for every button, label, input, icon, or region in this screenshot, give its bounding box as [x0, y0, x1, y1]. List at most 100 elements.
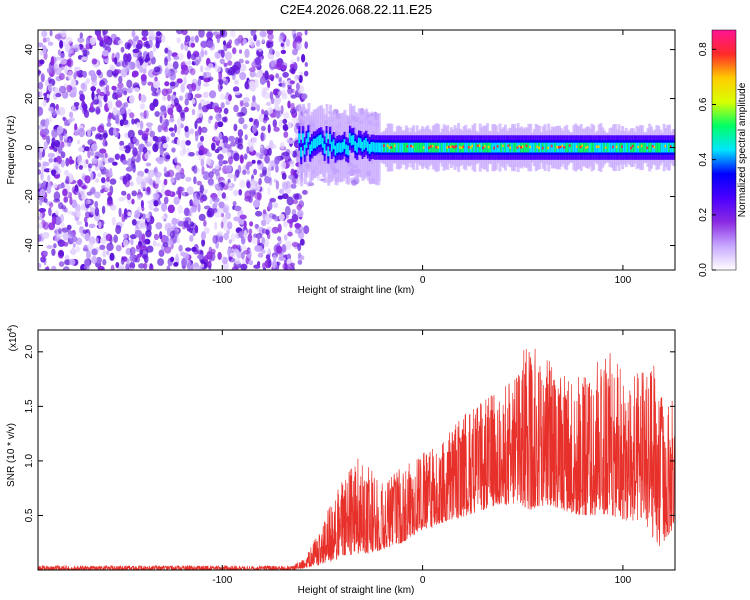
signal-cell	[485, 142, 489, 153]
noise-cell	[91, 58, 98, 65]
noise-cell	[218, 132, 223, 141]
signal-cell	[514, 142, 518, 153]
signal-cell	[503, 142, 507, 153]
signal-cell	[666, 142, 670, 153]
noise-cell	[38, 263, 42, 269]
signal-peak-cell	[529, 145, 532, 149]
noise-cell	[102, 129, 108, 140]
noise-cell	[255, 210, 263, 217]
noise-cell	[75, 210, 81, 218]
noise-cell	[242, 38, 247, 45]
signal-cell	[532, 142, 536, 153]
noise-cell	[263, 267, 266, 270]
noise-cell	[98, 221, 102, 229]
noise-cell	[71, 86, 78, 96]
signal-peak-cell	[493, 146, 496, 150]
noise-cell	[168, 127, 175, 132]
noise-cell	[287, 139, 295, 144]
noise-cell	[221, 160, 228, 165]
noise-cell	[51, 248, 56, 256]
noise-cell	[74, 184, 79, 193]
signal-peak-cell	[558, 146, 561, 149]
noise-cell	[86, 191, 93, 196]
noise-cell	[139, 249, 143, 256]
noise-cell	[176, 138, 180, 147]
signal-cell	[311, 141, 314, 151]
noise-cell	[156, 31, 162, 37]
noise-cell	[288, 174, 295, 180]
noise-cell	[227, 60, 233, 66]
signal-cell	[642, 142, 646, 153]
noise-cell	[142, 254, 147, 259]
noise-cell	[257, 252, 264, 258]
noise-cell	[219, 58, 225, 65]
noise-cell	[138, 263, 145, 269]
noise-cell	[141, 36, 148, 41]
noise-cell	[375, 181, 381, 186]
snr-scale-exp: 4	[7, 328, 14, 332]
noise-cell	[177, 220, 185, 227]
noise-cell	[103, 38, 110, 43]
noise-cell	[270, 76, 274, 82]
noise-cell	[279, 141, 285, 149]
noise-cell	[183, 76, 187, 86]
signal-cell	[489, 142, 493, 153]
noise-cell	[144, 152, 150, 160]
noise-cell	[169, 230, 175, 239]
noise-cell	[96, 173, 102, 177]
colorbar-tick-label: 0.0	[698, 263, 709, 277]
noise-cell	[162, 242, 169, 248]
signal-peak-cell	[412, 145, 415, 148]
noise-cell	[117, 82, 124, 89]
signal-peak-cell	[471, 144, 474, 148]
noise-cell	[186, 223, 191, 232]
noise-cell	[48, 115, 53, 123]
signal-peak-cell	[556, 146, 559, 149]
noise-cell	[239, 72, 247, 80]
noise-cell	[232, 200, 237, 207]
noise-cell	[297, 259, 303, 265]
noise-cell	[120, 46, 125, 53]
noise-cell	[79, 32, 84, 39]
noise-cell	[58, 261, 65, 267]
signal-cell	[603, 142, 607, 153]
signal-cell	[668, 142, 671, 153]
noise-cell	[267, 186, 271, 196]
signal-peak-cell	[597, 145, 601, 148]
noise-cell	[264, 239, 270, 248]
noise-cell	[146, 263, 150, 268]
noise-cell	[248, 117, 254, 123]
noise-cell	[133, 36, 138, 42]
noise-cell	[176, 37, 181, 44]
signal-cell	[664, 142, 668, 153]
noise-cell	[189, 68, 196, 76]
noise-cell	[67, 70, 73, 81]
signal-cell	[354, 141, 358, 151]
signal-cell	[475, 142, 479, 153]
noise-cell	[203, 82, 210, 87]
noise-cell	[286, 196, 294, 206]
noise-cell	[209, 115, 213, 121]
noise-cell	[85, 211, 91, 219]
noise-cell	[65, 36, 73, 44]
signal-cell	[552, 142, 556, 153]
noise-cell	[78, 127, 86, 138]
noise-cell	[128, 94, 135, 104]
signal-peak-cell	[585, 146, 588, 149]
signal-peak-cell	[386, 144, 390, 147]
noise-cell	[112, 127, 117, 137]
signal-cell	[561, 142, 565, 153]
signal-cell	[343, 139, 347, 149]
signal-cell	[440, 142, 444, 153]
signal-cell	[338, 142, 342, 153]
noise-cell	[59, 214, 65, 223]
signal-cell	[640, 142, 644, 153]
noise-cell	[282, 244, 287, 253]
noise-cell	[47, 175, 51, 182]
noise-cell	[185, 140, 191, 146]
noise-cell	[127, 129, 135, 140]
noise-cell	[163, 166, 167, 174]
noise-cell	[94, 207, 100, 217]
noise-cell	[237, 129, 244, 138]
noise-cell	[57, 32, 62, 42]
